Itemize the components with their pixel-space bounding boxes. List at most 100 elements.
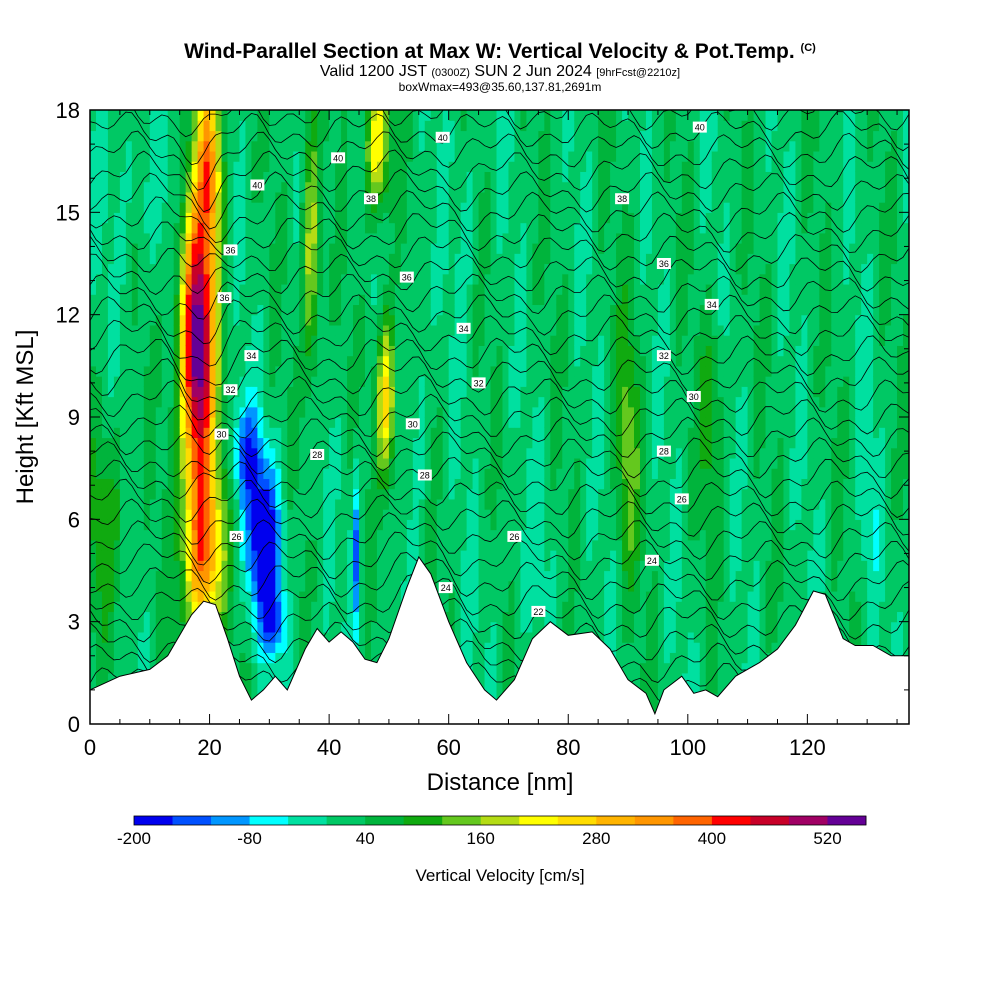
velocity-cell bbox=[143, 253, 151, 265]
velocity-cell bbox=[460, 335, 468, 346]
velocity-cell bbox=[185, 447, 193, 459]
velocity-cell bbox=[478, 447, 486, 459]
velocity-cell bbox=[251, 222, 258, 234]
velocity-cell bbox=[161, 519, 169, 531]
velocity-cell bbox=[520, 427, 527, 439]
velocity-cell bbox=[550, 457, 557, 469]
velocity-cell bbox=[382, 314, 390, 326]
velocity-cell bbox=[167, 611, 175, 623]
velocity-cell bbox=[323, 304, 330, 316]
velocity-cell bbox=[287, 294, 294, 306]
velocity-cell bbox=[287, 437, 294, 449]
velocity-cell bbox=[454, 406, 462, 418]
velocity-cell bbox=[90, 314, 97, 326]
velocity-cell bbox=[227, 335, 235, 346]
velocity-cell bbox=[113, 314, 121, 326]
velocity-cell bbox=[167, 509, 175, 520]
velocity-cell bbox=[305, 120, 312, 132]
velocity-cell bbox=[143, 110, 151, 121]
velocity-cell bbox=[179, 222, 187, 234]
velocity-cell bbox=[107, 273, 115, 285]
velocity-cell bbox=[311, 232, 318, 244]
velocity-cell bbox=[107, 345, 115, 357]
velocity-cell bbox=[424, 335, 432, 346]
velocity-cell bbox=[538, 171, 545, 183]
velocity-cell bbox=[239, 457, 247, 469]
velocity-cell bbox=[562, 150, 569, 162]
velocity-cell bbox=[143, 324, 151, 336]
velocity-cell bbox=[149, 273, 157, 285]
velocity-cell bbox=[233, 335, 241, 346]
velocity-cell bbox=[149, 335, 157, 346]
velocity-cell bbox=[496, 263, 504, 275]
velocity-cell bbox=[299, 212, 306, 224]
velocity-cell bbox=[436, 232, 444, 244]
velocity-cell bbox=[233, 355, 241, 367]
velocity-cell bbox=[394, 120, 402, 132]
velocity-cell bbox=[382, 365, 390, 377]
velocity-cell bbox=[376, 642, 384, 653]
velocity-cell bbox=[155, 580, 163, 592]
velocity-cell bbox=[460, 457, 468, 469]
velocity-cell bbox=[245, 191, 253, 203]
velocity-cell bbox=[502, 222, 510, 234]
velocity-cell bbox=[90, 324, 97, 336]
velocity-cell bbox=[400, 171, 408, 183]
velocity-cell bbox=[179, 621, 187, 633]
velocity-cell bbox=[107, 498, 115, 510]
velocity-cell bbox=[490, 243, 498, 254]
velocity-cell bbox=[436, 110, 444, 121]
velocity-cell bbox=[442, 365, 450, 377]
velocity-cell bbox=[472, 120, 480, 132]
velocity-cell bbox=[191, 590, 199, 602]
velocity-cell bbox=[532, 355, 539, 367]
velocity-cell bbox=[269, 304, 276, 316]
velocity-cell bbox=[209, 550, 217, 561]
velocity-cell bbox=[263, 631, 270, 643]
velocity-cell bbox=[353, 539, 360, 551]
velocity-cell bbox=[101, 355, 109, 367]
velocity-cell bbox=[215, 437, 223, 449]
velocity-cell bbox=[556, 590, 563, 602]
velocity-cell bbox=[113, 345, 121, 357]
velocity-cell bbox=[418, 509, 426, 520]
velocity-cell bbox=[155, 570, 163, 582]
velocity-cell bbox=[520, 478, 527, 490]
velocity-cell bbox=[514, 457, 522, 469]
velocity-cell bbox=[526, 590, 533, 602]
velocity-cell bbox=[388, 222, 396, 234]
velocity-cell bbox=[257, 550, 264, 561]
velocity-cell bbox=[239, 232, 247, 244]
velocity-cell bbox=[544, 457, 551, 469]
velocity-cell bbox=[227, 447, 235, 459]
velocity-cell bbox=[544, 417, 551, 428]
velocity-cell bbox=[125, 171, 133, 183]
velocity-cell bbox=[131, 498, 139, 510]
velocity-cell bbox=[568, 498, 575, 510]
velocity-cell bbox=[526, 396, 533, 408]
velocity-cell bbox=[364, 386, 372, 398]
velocity-cell bbox=[227, 437, 235, 449]
velocity-cell bbox=[341, 396, 348, 408]
velocity-cell bbox=[406, 130, 414, 142]
velocity-cell bbox=[203, 283, 211, 295]
velocity-cell bbox=[556, 529, 563, 541]
velocity-cell bbox=[227, 304, 235, 316]
velocity-cell bbox=[113, 243, 121, 254]
velocity-cell bbox=[526, 181, 533, 193]
velocity-cell bbox=[359, 478, 366, 490]
velocity-cell bbox=[287, 672, 294, 684]
velocity-cell bbox=[251, 232, 258, 244]
velocity-cell bbox=[251, 263, 258, 275]
velocity-cell bbox=[382, 324, 390, 336]
velocity-cell bbox=[478, 672, 486, 684]
velocity-cell bbox=[173, 222, 181, 234]
velocity-cell bbox=[484, 181, 492, 193]
velocity-cell bbox=[119, 150, 127, 162]
velocity-cell bbox=[161, 171, 169, 183]
velocity-cell bbox=[376, 519, 384, 531]
velocity-cell bbox=[209, 232, 217, 244]
velocity-cell bbox=[580, 386, 587, 398]
velocity-cell bbox=[155, 396, 163, 408]
velocity-cell bbox=[454, 590, 462, 602]
